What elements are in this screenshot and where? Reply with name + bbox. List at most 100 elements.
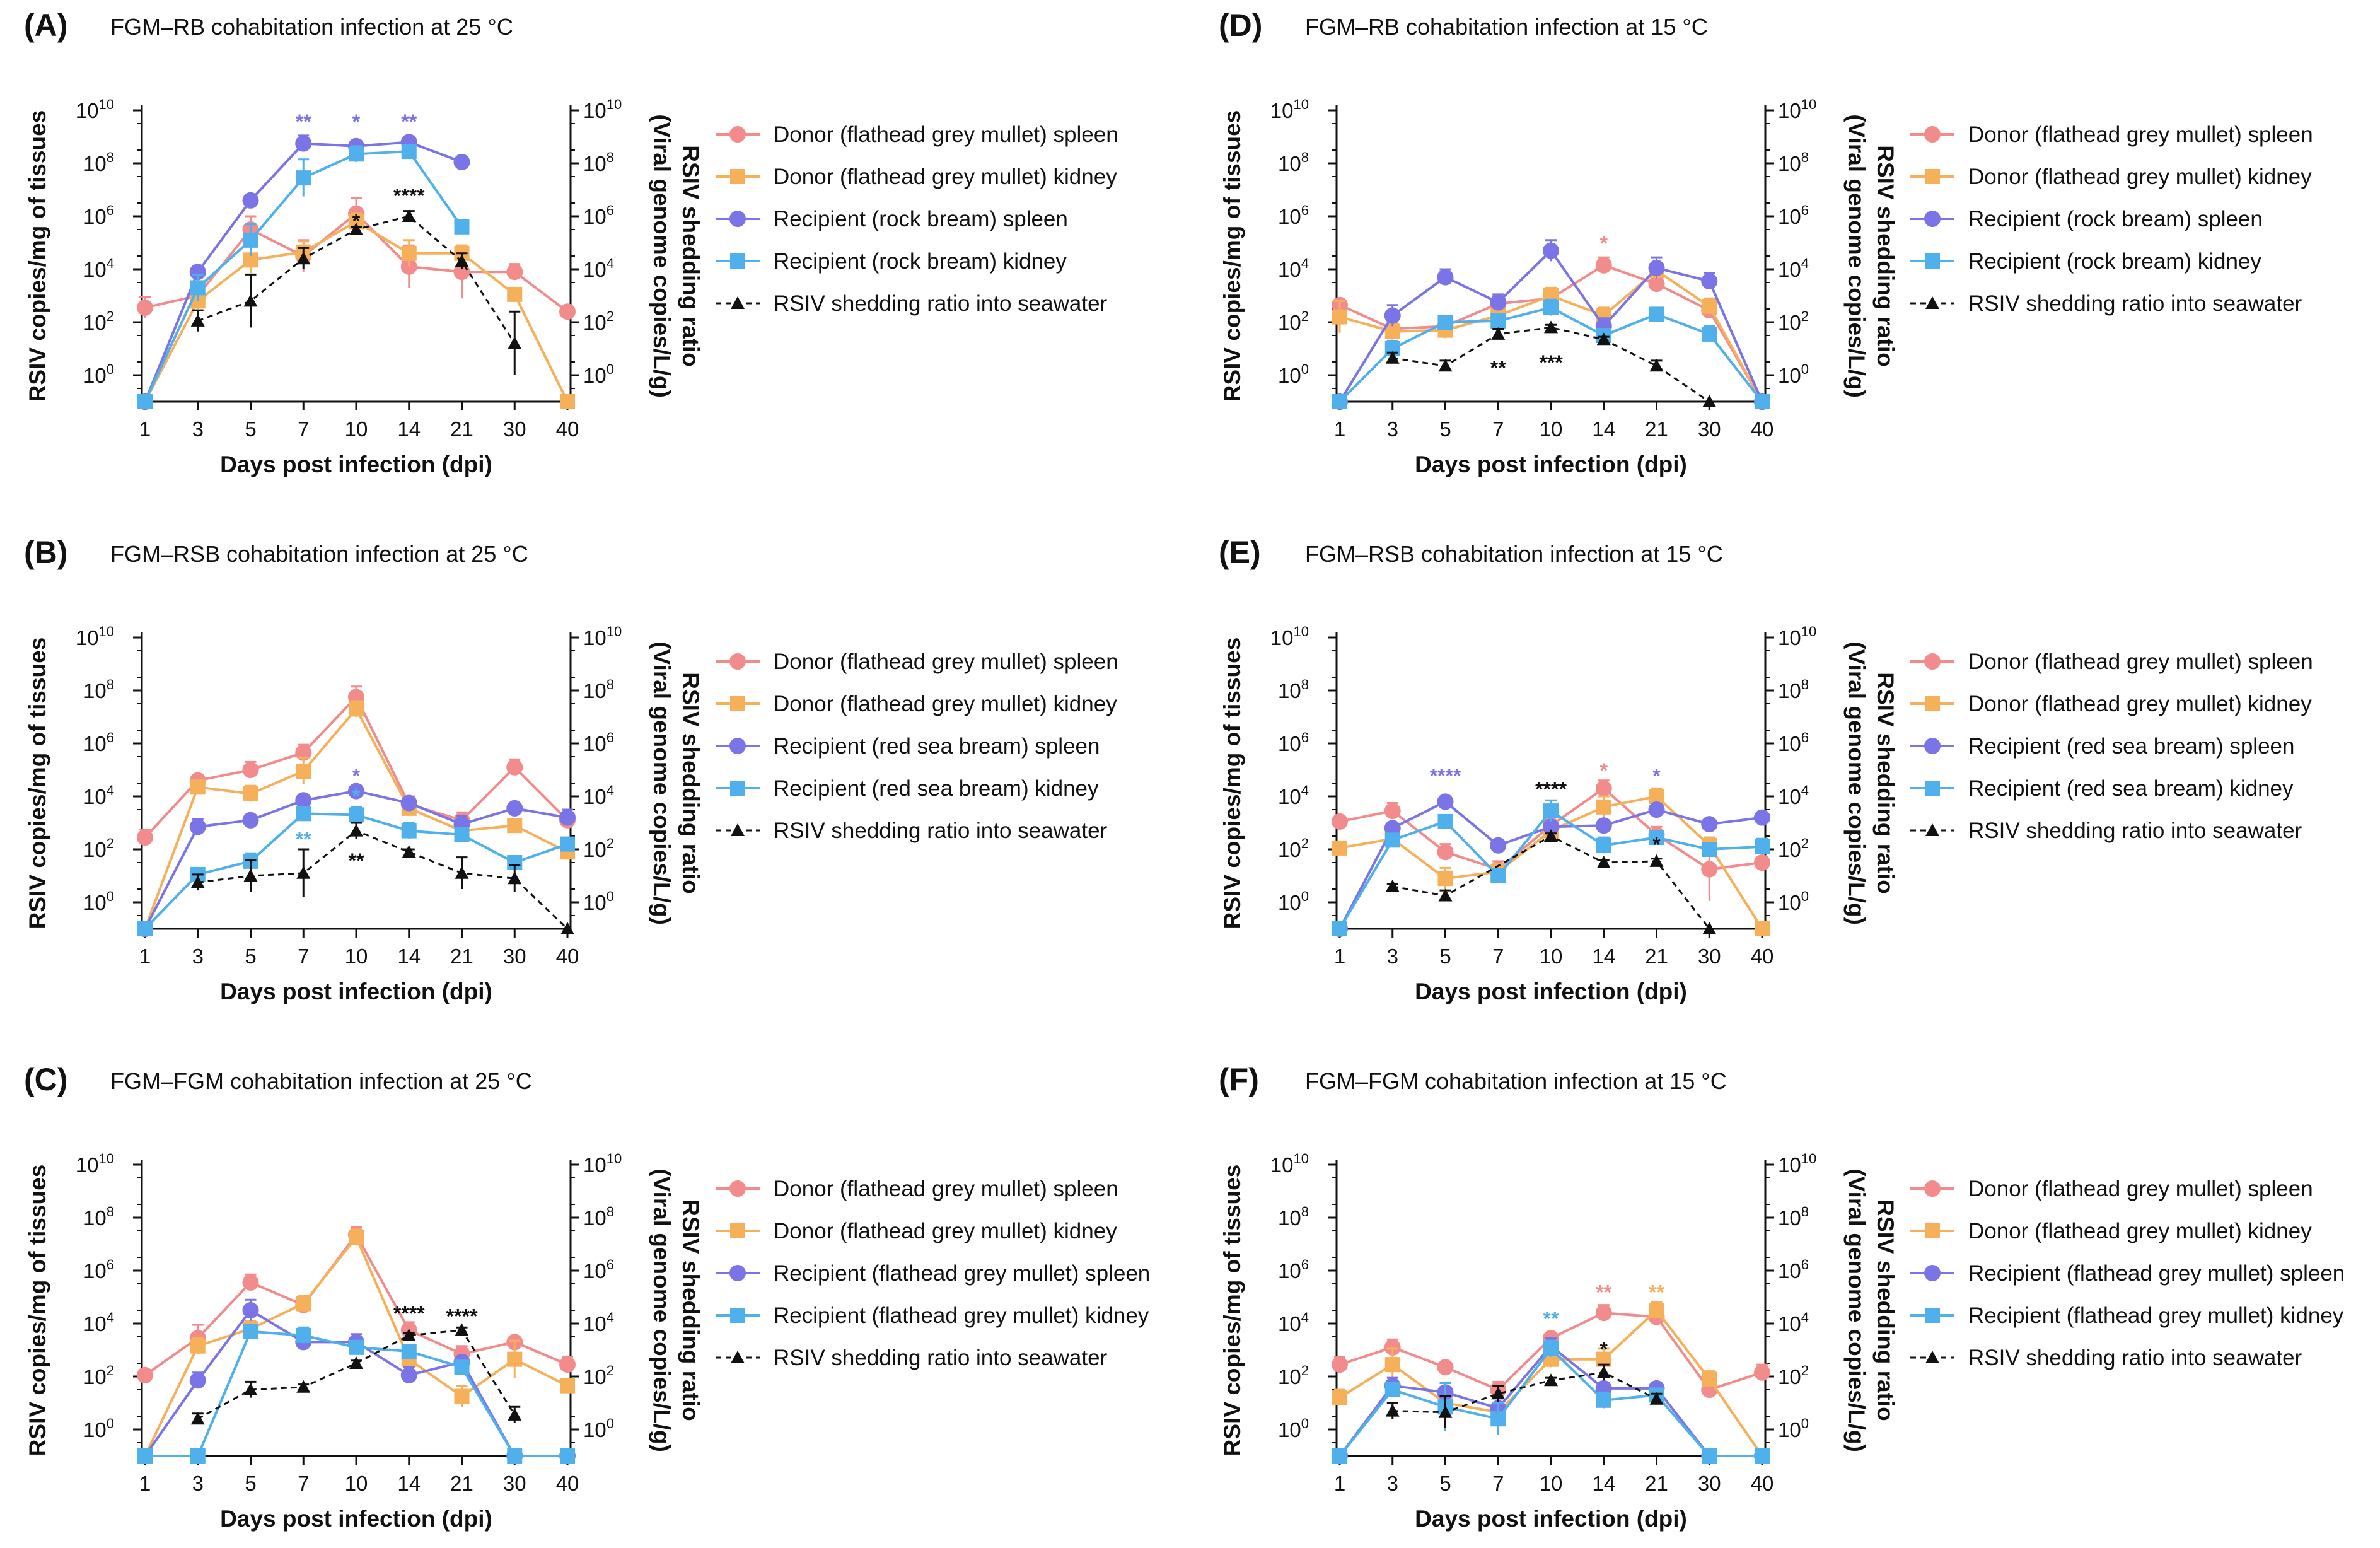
y-tick-label-left: 102 xyxy=(1278,835,1309,861)
y-axis-title-right-1: RSIV shedding ratio xyxy=(678,145,704,367)
panel-letter: (B) xyxy=(24,535,67,570)
series-line xyxy=(197,829,569,930)
y-tick-label-right: 108 xyxy=(1778,1204,1809,1230)
y-tick-label-left: 102 xyxy=(83,835,114,861)
data-point xyxy=(1595,780,1612,797)
y-tick-label-right: 100 xyxy=(583,888,614,914)
data-point xyxy=(1332,813,1348,830)
x-tick-label: 1 xyxy=(1334,1472,1345,1495)
legend-label: Recipient (rock bream) kidney xyxy=(1968,249,2261,274)
data-point xyxy=(1384,1357,1400,1373)
significance-mark: ** xyxy=(296,828,311,851)
legend-label: Donor (flathead grey mullet) kidney xyxy=(1968,165,2312,189)
x-tick-label: 10 xyxy=(345,945,368,968)
x-tick-label: 14 xyxy=(397,945,421,968)
legend-marker xyxy=(730,169,745,184)
y-axis-title-left: RSIV copies/mg of tissues xyxy=(25,1165,50,1457)
x-axis-title: Days post infection (dpi) xyxy=(1415,451,1687,477)
data-point xyxy=(401,1344,417,1359)
legend-label: Recipient (rock bream) spleen xyxy=(774,207,1068,231)
data-point xyxy=(401,245,417,261)
panel-letter: (C) xyxy=(24,1062,67,1097)
y-tick-label-right: 108 xyxy=(583,1204,614,1230)
y-tick-label-right: 104 xyxy=(583,783,614,808)
significance-mark: **** xyxy=(1430,764,1461,787)
y-tick-label-left: 100 xyxy=(1278,361,1309,387)
x-tick-label: 40 xyxy=(1751,1472,1774,1495)
legend-label: Donor (flathead grey mullet) spleen xyxy=(1968,1177,2313,1201)
y-tick-label-left: 100 xyxy=(1278,888,1309,914)
series-line xyxy=(144,220,569,402)
data-point xyxy=(1437,269,1454,286)
data-point xyxy=(190,280,206,296)
y-tick-label-right: 104 xyxy=(1778,783,1809,808)
data-point xyxy=(1701,861,1718,878)
y-axis-title-right-1: RSIV shedding ratio xyxy=(678,672,704,894)
data-point xyxy=(402,1328,416,1341)
legend-label: Donor (flathead grey mullet) kidney xyxy=(774,692,1117,716)
x-tick-label: 40 xyxy=(556,417,579,441)
data-point xyxy=(1332,840,1347,856)
significance-mark: * xyxy=(1600,759,1608,782)
y-axis-title-right-1: RSIV shedding ratio xyxy=(1872,672,1898,894)
data-point xyxy=(454,1359,470,1375)
legend-item: RSIV shedding ratio into seawater xyxy=(1910,818,2302,843)
legend-item: Recipient (red sea bream) kidney xyxy=(1910,776,2294,801)
data-point xyxy=(1332,309,1347,325)
data-point xyxy=(296,252,311,265)
y-axis-title-right-1: RSIV shedding ratio xyxy=(1872,145,1898,367)
y-tick-label-left: 106 xyxy=(1278,1257,1309,1283)
y-tick-label-left: 108 xyxy=(83,149,114,175)
legend-label: Recipient (red sea bream) kidney xyxy=(1968,776,2294,801)
x-tick-label: 21 xyxy=(1645,417,1668,441)
x-axis-title: Days post infection (dpi) xyxy=(220,451,492,477)
x-tick-label: 7 xyxy=(1492,945,1504,968)
data-point xyxy=(560,836,575,852)
data-point xyxy=(243,869,258,882)
data-point xyxy=(1332,1356,1348,1373)
panel-title: FGM–FGM cohabitation infection at 15 °C xyxy=(1305,1068,1727,1094)
y-tick-label-right: 102 xyxy=(1778,308,1809,334)
x-tick-label: 7 xyxy=(1492,417,1504,441)
data-point xyxy=(507,1448,523,1464)
data-point xyxy=(506,759,523,776)
y-tick-label-right: 102 xyxy=(583,1363,614,1388)
data-point xyxy=(296,764,311,779)
legend-label: Donor (flathead grey mullet) spleen xyxy=(774,122,1118,147)
y-tick-label-left: 106 xyxy=(1278,202,1309,228)
data-point xyxy=(1384,832,1400,848)
x-tick-label: 1 xyxy=(139,417,151,441)
data-point xyxy=(1437,1359,1454,1376)
data-point xyxy=(1596,856,1611,868)
data-point xyxy=(190,1448,206,1464)
data-point xyxy=(349,1230,364,1245)
y-axis-title-right-2: (Viral genome copies/L/g) xyxy=(1843,641,1869,925)
series-recipient-kidney xyxy=(1332,1339,1770,1464)
y-tick-label-right: 108 xyxy=(1778,677,1809,702)
data-point xyxy=(1649,306,1664,322)
x-tick-label: 40 xyxy=(1751,417,1774,441)
legend-marker xyxy=(1925,1351,1939,1363)
data-point xyxy=(1543,803,1559,819)
x-tick-label: 7 xyxy=(1492,1472,1504,1495)
legend-label: Donor (flathead grey mullet) kidney xyxy=(1968,692,2312,716)
legend-item: RSIV shedding ratio into seawater xyxy=(1910,291,2302,316)
y-tick-label-right: 102 xyxy=(583,835,614,861)
x-tick-label: 10 xyxy=(1540,945,1563,968)
y-tick-label-right: 106 xyxy=(1778,1257,1809,1283)
data-point xyxy=(242,812,259,829)
data-point xyxy=(137,1366,153,1383)
data-point xyxy=(1332,921,1347,936)
significance-mark: **** xyxy=(393,184,425,207)
y-axis-title-right-1: RSIV shedding ratio xyxy=(1872,1199,1898,1421)
y-tick-label-right: 100 xyxy=(1778,888,1809,914)
data-point xyxy=(190,1412,205,1425)
legend-label: Donor (flathead grey mullet) spleen xyxy=(774,649,1118,674)
legend-marker xyxy=(729,738,746,754)
legend-marker xyxy=(1924,1180,1941,1197)
legend-marker xyxy=(729,126,746,143)
legend-item: Donor (flathead grey mullet) spleen xyxy=(716,649,1118,674)
x-tick-label: 14 xyxy=(397,1472,421,1495)
data-point xyxy=(1490,1411,1506,1427)
data-point xyxy=(455,1323,469,1336)
